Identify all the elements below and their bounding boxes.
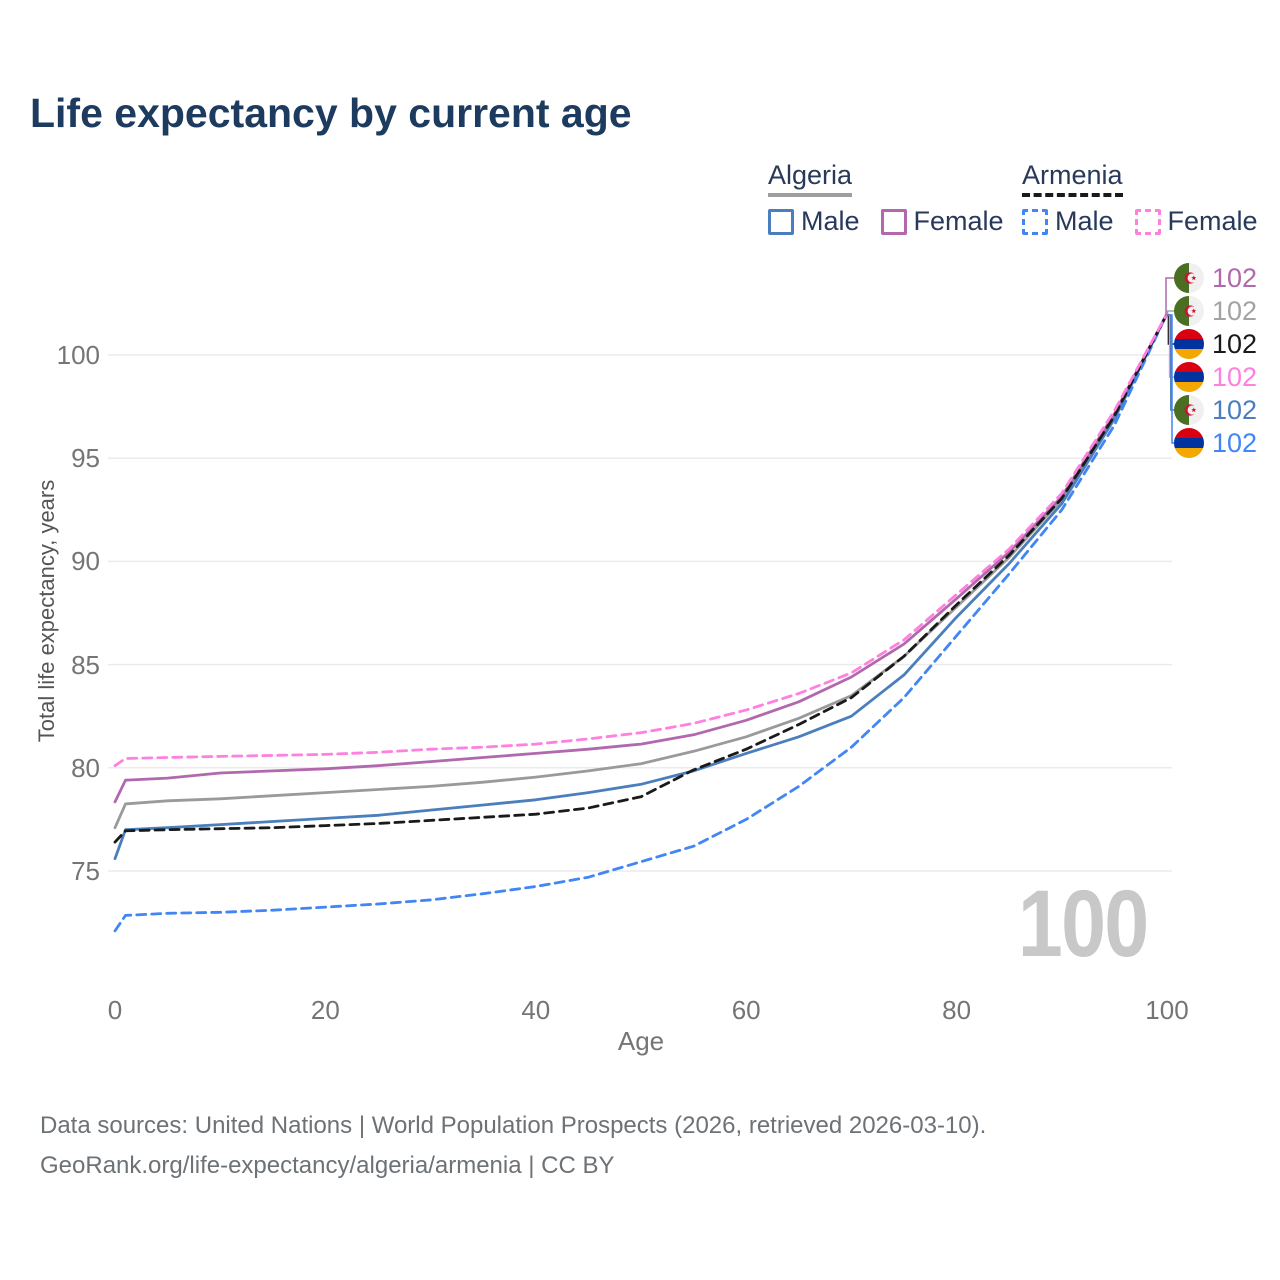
line-armenia-male[interactable] — [113, 312, 1169, 933]
x-axis-title: Age — [617, 1026, 665, 1056]
legend-swatch-algeria-female[interactable] — [880, 208, 907, 235]
legend-country-armenia[interactable]: Armenia — [1022, 160, 1123, 197]
end-label-algeria-male[interactable]: 102 — [1174, 394, 1257, 426]
end-label-algeria-both-sexes[interactable]: 102 — [1174, 295, 1257, 327]
y-tick-80: 80 — [71, 752, 100, 783]
armenia-flag-icon — [1174, 329, 1204, 359]
legend-swatch-armenia-female[interactable] — [1134, 208, 1161, 235]
x-tick-100: 100 — [1145, 995, 1189, 1025]
x-tick-0: 0 — [107, 995, 123, 1025]
legend-country-algeria[interactable]: Algeria — [768, 160, 853, 197]
footer-attribution: GeoRank.org/life-expectancy/algeria/arme… — [40, 1152, 615, 1179]
x-tick-80: 80 — [942, 995, 972, 1025]
algeria-flag-icon — [1174, 395, 1204, 425]
legend-group-armenia: Armenia Male Female — [1022, 160, 1279, 237]
legend-label-algeria-female[interactable]: Female — [913, 206, 1004, 236]
legend-swatch-armenia-male[interactable] — [1022, 208, 1048, 235]
y-tick-75: 75 — [71, 856, 100, 886]
end-label-value: 102 — [1212, 263, 1258, 293]
legend-label-armenia-male[interactable]: Male — [1055, 206, 1114, 236]
footer-data-sources: Data sources: United Nations | World Pop… — [40, 1112, 987, 1139]
age-counter-watermark: 100 — [1018, 871, 1149, 977]
legend-group-algeria: Algeria Male Female — [768, 160, 1025, 237]
end-label-connector-armenia-male — [1167, 314, 1175, 444]
y-tick-85: 85 — [71, 649, 100, 680]
line-algeria-male[interactable] — [113, 312, 1169, 860]
end-label-value: 102 — [1212, 362, 1258, 392]
end-label-value: 102 — [1212, 329, 1258, 359]
algeria-flag-icon — [1174, 263, 1204, 293]
legend-label-armenia-female[interactable]: Female — [1167, 206, 1258, 236]
y-tick-90: 90 — [71, 546, 100, 577]
x-tick-40: 40 — [521, 995, 551, 1025]
armenia-flag-icon — [1174, 362, 1204, 392]
x-tick-20: 20 — [310, 995, 340, 1025]
page-title: Life expectancy by current age — [30, 90, 632, 136]
legend-items-algeria: Male Female — [768, 206, 1025, 237]
end-label-value: 102 — [1212, 395, 1258, 425]
line-algeria-female[interactable] — [113, 312, 1169, 804]
legend-items-armenia: Male Female — [1022, 206, 1279, 237]
end-label-value: 102 — [1212, 296, 1258, 326]
y-tick-100: 100 — [56, 340, 100, 370]
x-tick-60: 60 — [731, 995, 761, 1025]
line-armenia-female[interactable] — [113, 312, 1169, 768]
line-algeria-both-sexes[interactable] — [113, 312, 1169, 830]
end-label-value: 102 — [1212, 428, 1258, 458]
end-label-algeria-female[interactable]: 102 — [1174, 262, 1257, 294]
end-label-armenia-both-sexes[interactable]: 102 — [1174, 328, 1257, 360]
legend-swatch-algeria-male[interactable] — [768, 208, 794, 235]
line-armenia-both-sexes[interactable] — [113, 312, 1169, 844]
end-label-armenia-female[interactable]: 102 — [1174, 361, 1257, 393]
footer: Data sources: United Nations | World Pop… — [40, 1106, 986, 1186]
armenia-flag-icon — [1174, 428, 1204, 458]
end-label-armenia-male[interactable]: 102 — [1174, 427, 1257, 459]
legend-label-algeria-male[interactable]: Male — [801, 206, 860, 236]
y-tick-95: 95 — [71, 443, 100, 474]
algeria-flag-icon — [1174, 296, 1204, 326]
